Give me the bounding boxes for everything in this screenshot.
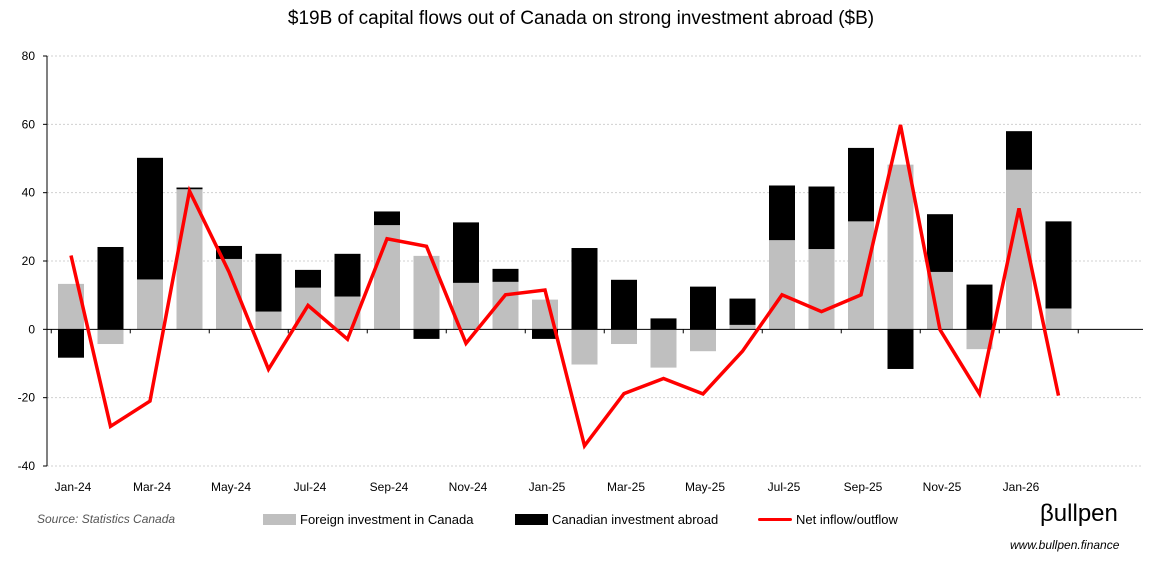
y-tick-label: -40 [18,459,36,473]
legend-item-foreign: Foreign investment in Canada [263,512,473,527]
bullpen-logo: βullpen [1040,500,1118,527]
legend-label-canadian: Canadian investment abroad [552,512,719,527]
chart-title: $19B of capital flows out of Canada on s… [287,8,875,29]
bar-canadian-investment [295,269,321,288]
bar-canadian-investment [650,318,677,330]
bar-canadian-investment [808,186,835,250]
bar-foreign-investment [808,249,835,330]
x-tick-label: Nov-25 [923,480,962,494]
bar-canadian-investment [966,284,993,330]
bar-foreign-investment [571,329,598,365]
bar-canadian-investment [769,185,795,241]
bar-foreign-investment [97,329,124,345]
bar-canadian-investment [374,211,400,226]
bar-canadian-investment [571,248,598,330]
bar-foreign-investment [769,240,795,330]
bar-foreign-investment [255,311,282,330]
x-tick-label: Jan-25 [529,480,566,494]
x-tick-label: Mar-24 [133,480,171,494]
bar-foreign-investment [650,329,677,368]
bar-foreign-investment [966,329,993,350]
x-tick-label: Mar-25 [607,480,645,494]
bar-foreign-investment [611,329,637,345]
y-tick-label: 80 [22,49,36,63]
legend-swatch-canadian [515,514,548,525]
x-tick-label: May-24 [211,480,251,494]
bar-foreign-investment [1045,308,1072,330]
bar-foreign-investment [887,164,914,330]
legend-swatch-foreign [263,514,296,525]
bar-canadian-investment [532,329,558,339]
x-tick-label: Jul-25 [768,480,801,494]
chart-plot: -40 -20 0 20 40 60 80 Jan-24 Mar-24 May-24 Jul-24 S… [18,49,1143,494]
bar-canadian-investment [334,253,361,297]
bar-canadian-investment [887,329,914,369]
bar-canadian-investment [453,222,479,283]
y-tick-label: 40 [22,186,36,200]
legend-label-net: Net inflow/outflow [796,512,898,527]
bar-canadian-investment [413,329,440,339]
source-note: Source: Statistics Canada [37,512,176,526]
y-tick-label: 0 [28,322,35,336]
bar-canadian-investment [97,246,124,330]
bar-canadian-investment [137,157,163,280]
bar-canadian-investment [1045,221,1072,309]
x-tick-label: Jul-24 [294,480,327,494]
legend-swatch-net [758,518,792,521]
bar-canadian-investment [1006,131,1032,170]
bar-foreign-investment [729,324,756,330]
legend-item-net: Net inflow/outflow [758,512,898,527]
bar-foreign-investment [137,279,163,330]
bar-canadian-investment [58,329,84,358]
y-tick-label: 20 [22,254,36,268]
bar-canadian-investment [848,147,874,222]
bar-canadian-investment [255,253,282,312]
bar-canadian-investment [927,214,953,272]
y-tick-label: 60 [22,117,36,131]
net-flow-line [69,124,1061,450]
bar-foreign-investment [848,221,874,330]
website-url: www.bullpen.finance [1010,538,1120,552]
x-tick-label: May-25 [685,480,725,494]
bar-canadian-investment [690,286,716,330]
x-tick-label: Nov-24 [449,480,488,494]
legend-label-foreign: Foreign investment in Canada [300,512,474,527]
bar-canadian-investment [611,279,637,330]
x-tick-label: Sep-24 [370,480,409,494]
bar-foreign-investment [690,329,716,352]
bar-canadian-investment [729,298,756,325]
x-tick-label: Sep-25 [844,480,883,494]
x-tick-label: Jan-26 [1003,480,1040,494]
x-tick-label: Jan-24 [55,480,92,494]
y-tick-label: -20 [18,391,36,405]
legend-item-canadian: Canadian investment abroad [515,512,718,527]
bar-canadian-investment [492,268,519,282]
